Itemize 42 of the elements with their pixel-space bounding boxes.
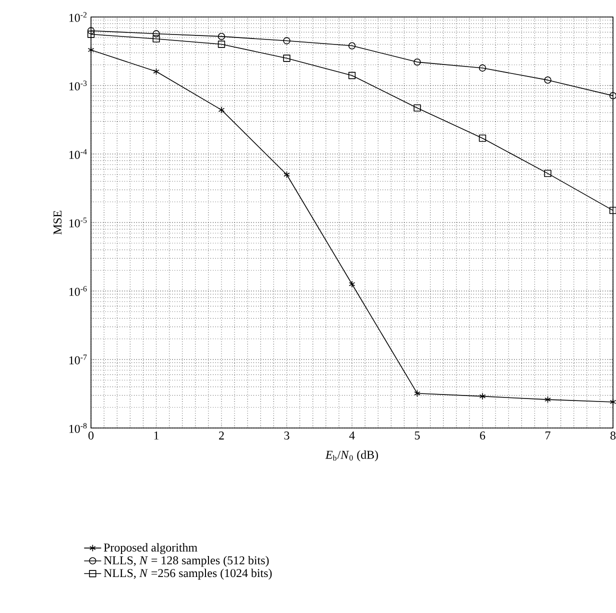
point xyxy=(414,58,421,66)
point xyxy=(478,64,486,72)
y-tick-label: 10$^{-6}$ xyxy=(69,286,87,296)
point xyxy=(478,134,486,142)
x-tick-label: 0 xyxy=(88,432,94,440)
x-tick-label: 5 xyxy=(414,432,420,440)
y-tick-label: 10$^{-8}$ xyxy=(69,423,87,433)
x-tick-label: 3 xyxy=(284,432,290,440)
point xyxy=(414,104,421,112)
point xyxy=(87,30,95,38)
legend-label: NLLS, N = 128 samples (512 bits) xyxy=(104,556,269,567)
point xyxy=(544,76,552,84)
x-tick-label: 1 xyxy=(154,432,159,440)
point xyxy=(348,42,356,50)
point xyxy=(218,40,226,48)
point xyxy=(348,72,356,80)
point xyxy=(284,171,290,178)
point xyxy=(609,92,616,100)
legend-label: Proposed algorithm xyxy=(104,543,198,554)
x-tick-label: 7 xyxy=(546,432,550,440)
point xyxy=(544,396,551,404)
point xyxy=(544,170,552,178)
point xyxy=(87,27,95,34)
point xyxy=(414,390,420,397)
legend-label: NLLS, N =256 samples (1024 bits) xyxy=(104,568,272,580)
x-axis-title: E$_{b}$/N$_{0}$ (dB) xyxy=(325,450,378,462)
y-axis-title: MSE xyxy=(54,210,62,234)
point xyxy=(218,32,226,40)
y-tick-label: 10$^{-7}$ xyxy=(69,354,87,364)
x-tick-label: 4 xyxy=(349,432,355,440)
y-tick-label: 10$^{-5}$ xyxy=(69,218,87,228)
y-tick-label: 10$^{-3}$ xyxy=(69,80,87,90)
y-tick-label: 10$^{-2}$ xyxy=(69,12,87,22)
point xyxy=(153,68,160,76)
x-tick-label: 2 xyxy=(219,432,224,440)
x-tick-label: 8 xyxy=(610,432,616,440)
point xyxy=(283,37,290,44)
y-tick-label: 10$^{-4}$ xyxy=(69,149,87,159)
x-tick-label: 6 xyxy=(480,432,486,440)
point xyxy=(283,54,290,62)
point xyxy=(152,35,160,42)
point xyxy=(152,30,160,38)
